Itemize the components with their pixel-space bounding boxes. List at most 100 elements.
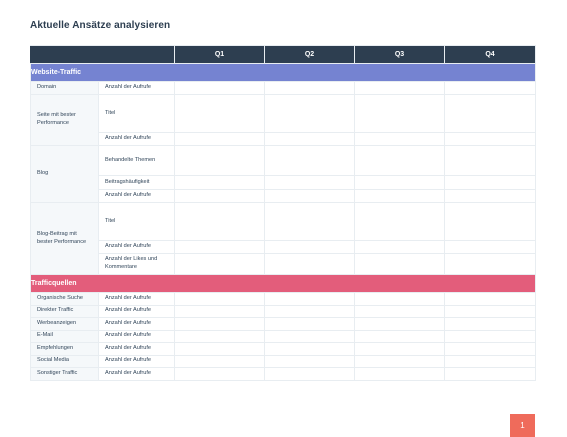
input-cell-q1[interactable] [174, 240, 265, 254]
input-cell-q1[interactable] [174, 132, 265, 146]
input-cell-q1[interactable] [174, 329, 265, 343]
input-cell-q4[interactable] [444, 132, 536, 146]
input-cell-q2[interactable] [264, 81, 355, 95]
metric-label: Anzahl der Aufrufe [98, 81, 175, 95]
input-cell-q1[interactable] [174, 354, 265, 368]
row-group-label: Blog [30, 145, 99, 203]
input-cell-q2[interactable] [264, 189, 355, 203]
metric-label: Anzahl der Aufrufe [98, 317, 175, 331]
input-cell-q3[interactable] [354, 292, 445, 306]
metric-label: Anzahl der Aufrufe [98, 189, 175, 203]
input-cell-q4[interactable] [444, 94, 536, 133]
input-cell-q4[interactable] [444, 342, 536, 356]
input-cell-q1[interactable] [174, 342, 265, 356]
table-row: Domain Anzahl der Aufrufe [30, 81, 536, 95]
input-cell-q2[interactable] [264, 304, 355, 318]
table-row: Empfehlungen Anzahl der Aufrufe [30, 342, 536, 356]
traffic-source-label: Empfehlungen [30, 342, 99, 356]
input-cell-q3[interactable] [354, 342, 445, 356]
input-cell-q4[interactable] [444, 354, 536, 368]
input-cell-q2[interactable] [264, 202, 355, 241]
table-row: Blog-Beitrag mit bester Performance Titel [30, 202, 536, 275]
input-cell-q3[interactable] [354, 367, 445, 381]
metric-label: Titel [98, 94, 175, 133]
input-cell-q2[interactable] [264, 367, 355, 381]
input-cell-q4[interactable] [444, 367, 536, 381]
input-cell-q4[interactable] [444, 145, 536, 176]
page-number-badge: 1 [510, 414, 535, 437]
input-cell-q2[interactable] [264, 317, 355, 331]
input-cell-q1[interactable] [174, 145, 265, 176]
traffic-source-label: Direkter Traffic [30, 304, 99, 318]
metric-label: Titel [98, 202, 175, 241]
input-cell-q3[interactable] [354, 304, 445, 318]
traffic-source-label: Organische Suche [30, 292, 99, 306]
section-traffic-sources-label: Trafficquellen [30, 274, 536, 293]
input-cell-q3[interactable] [354, 145, 445, 176]
input-cell-q3[interactable] [354, 240, 445, 254]
input-cell-q1[interactable] [174, 81, 265, 95]
input-cell-q1[interactable] [174, 304, 265, 318]
input-cell-q1[interactable] [174, 292, 265, 306]
table-row: Direkter Traffic Anzahl der Aufrufe [30, 304, 536, 318]
input-cell-q1[interactable] [174, 189, 265, 203]
analysis-table: Q1 Q2 Q3 Q4 Website-Traffic Domain Anzahl … [30, 45, 536, 381]
section-traffic-sources: Trafficquellen [30, 274, 536, 293]
input-cell-q4[interactable] [444, 329, 536, 343]
input-cell-q4[interactable] [444, 175, 536, 190]
input-cell-q3[interactable] [354, 94, 445, 133]
input-cell-q4[interactable] [444, 81, 536, 95]
section-website-traffic-label: Website-Traffic [30, 63, 536, 82]
input-cell-q2[interactable] [264, 175, 355, 190]
section-website-traffic: Website-Traffic [30, 63, 536, 82]
input-cell-q1[interactable] [174, 202, 265, 241]
table-row: E-Mail Anzahl der Aufrufe [30, 329, 536, 343]
input-cell-q2[interactable] [264, 94, 355, 133]
input-cell-q3[interactable] [354, 175, 445, 190]
input-cell-q3[interactable] [354, 81, 445, 95]
input-cell-q2[interactable] [264, 240, 355, 254]
input-cell-q2[interactable] [264, 292, 355, 306]
input-cell-q4[interactable] [444, 202, 536, 241]
header-blank-cell [30, 45, 175, 64]
input-cell-q3[interactable] [354, 202, 445, 241]
table-row: Sonstiger Traffic Anzahl der Aufrufe [30, 367, 536, 381]
input-cell-q2[interactable] [264, 354, 355, 368]
input-cell-q1[interactable] [174, 94, 265, 133]
input-cell-q3[interactable] [354, 189, 445, 203]
input-cell-q3[interactable] [354, 317, 445, 331]
metric-label: Beitragshäufigkeit [98, 175, 175, 190]
input-cell-q2[interactable] [264, 342, 355, 356]
input-cell-q2[interactable] [264, 145, 355, 176]
metric-label: Anzahl der Aufrufe [98, 329, 175, 343]
input-cell-q4[interactable] [444, 304, 536, 318]
input-cell-q1[interactable] [174, 317, 265, 331]
input-cell-q1[interactable] [174, 175, 265, 190]
traffic-source-label: Social Media [30, 354, 99, 368]
table-row: Anzahl der Aufrufe [31, 189, 536, 203]
input-cell-q4[interactable] [444, 240, 536, 254]
input-cell-q4[interactable] [444, 292, 536, 306]
input-cell-q4[interactable] [444, 317, 536, 331]
input-cell-q1[interactable] [174, 253, 265, 275]
quarter-header-q1: Q1 [174, 45, 265, 64]
input-cell-q4[interactable] [444, 253, 536, 275]
quarter-header-q4: Q4 [444, 45, 536, 64]
input-cell-q3[interactable] [354, 329, 445, 343]
traffic-source-label: Werbeanzeigen [30, 317, 99, 331]
table-row: Anzahl der Aufrufe [31, 132, 536, 146]
input-cell-q2[interactable] [264, 132, 355, 146]
input-cell-q3[interactable] [354, 253, 445, 275]
metric-label: Anzahl der Aufrufe [98, 367, 175, 381]
metric-label: Anzahl der Aufrufe [98, 342, 175, 356]
page-title: Aktuelle Ansätze analysieren [30, 20, 171, 31]
input-cell-q1[interactable] [174, 367, 265, 381]
input-cell-q2[interactable] [264, 253, 355, 275]
metric-label: Anzahl der Aufrufe [98, 304, 175, 318]
input-cell-q3[interactable] [354, 354, 445, 368]
input-cell-q3[interactable] [354, 132, 445, 146]
input-cell-q2[interactable] [264, 329, 355, 343]
table-row: Anzahl der Aufrufe [31, 240, 536, 254]
metric-label: Behandelte Themen [98, 145, 175, 176]
input-cell-q4[interactable] [444, 189, 536, 203]
